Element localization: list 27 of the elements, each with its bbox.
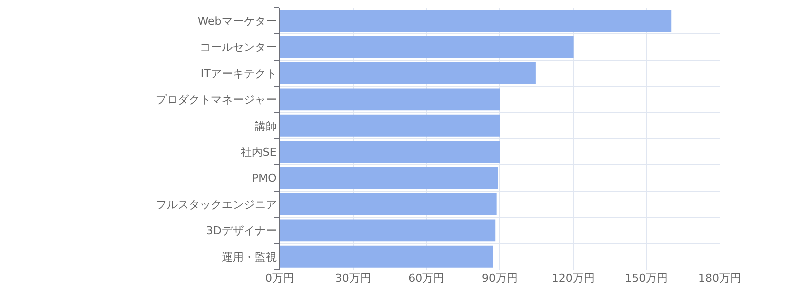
y-tick-label: Webマーケター bbox=[198, 14, 277, 28]
x-tick-label: 120万円 bbox=[552, 272, 595, 285]
y-tick-label: 社内SE bbox=[240, 146, 277, 159]
y-tick-label: プロダクトマネージャー bbox=[156, 94, 277, 107]
bar bbox=[280, 114, 500, 137]
bar bbox=[280, 194, 497, 216]
x-tick-label: 30万円 bbox=[335, 272, 372, 285]
x-tick-label: 180万円 bbox=[698, 272, 742, 285]
bar bbox=[280, 246, 494, 268]
bar bbox=[280, 36, 574, 58]
x-tick-label: 60万円 bbox=[408, 272, 445, 285]
y-tick-label: ITアーキテクト bbox=[200, 67, 277, 80]
y-tick-label: 運用・監視 bbox=[222, 250, 277, 264]
y-tick-label: 講師 bbox=[254, 120, 277, 133]
y-tick-label: フルスタックエンジニア bbox=[156, 198, 277, 212]
bar bbox=[280, 141, 500, 164]
y-tick-label: PMO bbox=[252, 172, 278, 186]
bar bbox=[280, 88, 500, 111]
bar bbox=[280, 220, 496, 242]
y-tick-label: 3Dデザイナー bbox=[206, 224, 277, 238]
x-tick-label: 90万円 bbox=[482, 272, 518, 285]
y-tick-label: コールセンター bbox=[200, 41, 277, 54]
x-tick-label: 0万円 bbox=[266, 272, 294, 285]
bar bbox=[280, 62, 536, 84]
bar bbox=[280, 167, 498, 190]
bar bbox=[280, 10, 672, 32]
x-tick-label: 150万円 bbox=[625, 272, 668, 285]
